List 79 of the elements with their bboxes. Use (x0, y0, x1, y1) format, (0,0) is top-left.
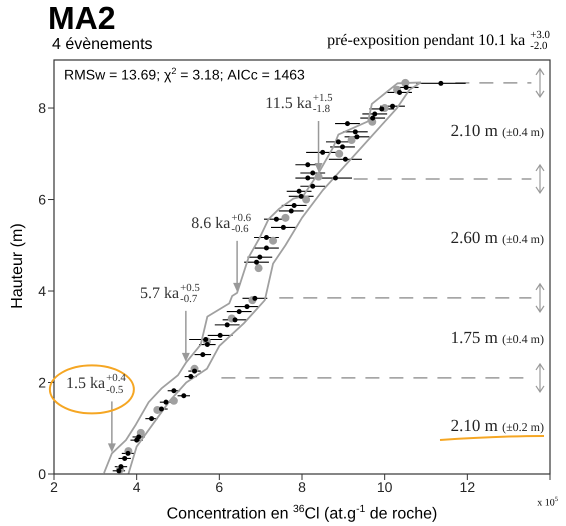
x-tick-label: 10 (376, 478, 393, 495)
point (379, 106, 384, 112)
x-tick-label: 2 (50, 478, 58, 495)
x-tick-label: 12 (460, 478, 476, 495)
point (224, 322, 230, 328)
point (390, 104, 396, 109)
x-tick-label: 8 (298, 478, 306, 495)
point (254, 264, 263, 272)
point (397, 90, 402, 95)
annotation: 2.10 m (±0.4 m) (450, 120, 544, 140)
chart-title: MA2 (48, 0, 116, 36)
point (292, 202, 297, 208)
point (336, 139, 341, 144)
point (354, 134, 360, 140)
point (218, 332, 223, 338)
point (244, 304, 250, 310)
y-tick-label: 8 (38, 100, 46, 116)
point (171, 388, 176, 394)
point (281, 214, 290, 222)
point (170, 396, 178, 405)
point (136, 434, 142, 440)
point (264, 246, 269, 251)
point (269, 236, 278, 245)
point (254, 260, 260, 265)
y-axis-title: Hauteur (m) (9, 223, 26, 309)
point (332, 176, 338, 181)
x-tick-label: 4 (132, 478, 141, 495)
y-tick-label: 2 (38, 374, 46, 390)
point (310, 170, 316, 176)
point (404, 84, 409, 90)
point (200, 352, 206, 358)
point (370, 116, 376, 121)
annotation: 1.75 m (±0.4 m) (450, 328, 544, 347)
point (288, 208, 294, 214)
point (181, 393, 186, 398)
y-tick-label: 4 (38, 282, 46, 299)
point (314, 172, 323, 181)
x-axis-title: Concentration en $^{36}$Cl (at.g$^{-1}$ de roche) (166, 504, 438, 522)
point (158, 406, 164, 412)
point (296, 188, 302, 194)
point (122, 456, 128, 461)
point (188, 374, 194, 380)
point (274, 216, 279, 222)
point (305, 176, 310, 181)
point (298, 194, 304, 199)
annotation: 2.10 m (±0.2 m) (450, 416, 544, 435)
point (372, 111, 378, 116)
text: x 10$^{5}$ (537, 496, 558, 508)
point (232, 317, 238, 322)
x-tick-label: 6 (215, 478, 224, 495)
point (310, 184, 316, 189)
point (257, 254, 262, 260)
point (192, 368, 198, 374)
point (344, 121, 350, 126)
point (149, 416, 154, 422)
chart-subtitle: 4 évènements (52, 36, 153, 53)
annotation: RMSw = 13.69; χ$^{2}$ = 3.18; AICc = 1463 (64, 66, 305, 83)
point (302, 196, 310, 204)
point (280, 224, 286, 230)
annotation: 2.60 m (±0.4 m) (450, 228, 544, 248)
point (340, 144, 346, 150)
y-tick-label: 0 (38, 466, 46, 482)
point (116, 468, 122, 474)
point (305, 162, 310, 168)
point (342, 156, 348, 162)
point (335, 150, 344, 158)
point (204, 342, 210, 348)
point (118, 464, 124, 470)
point (125, 450, 130, 456)
point (320, 150, 326, 155)
point (264, 234, 269, 240)
point (164, 400, 169, 405)
point (252, 296, 258, 301)
point (203, 337, 208, 342)
point (348, 136, 356, 144)
point (438, 80, 444, 86)
point (236, 309, 242, 314)
point (352, 129, 358, 134)
y-tick-label: 6 (38, 191, 46, 208)
